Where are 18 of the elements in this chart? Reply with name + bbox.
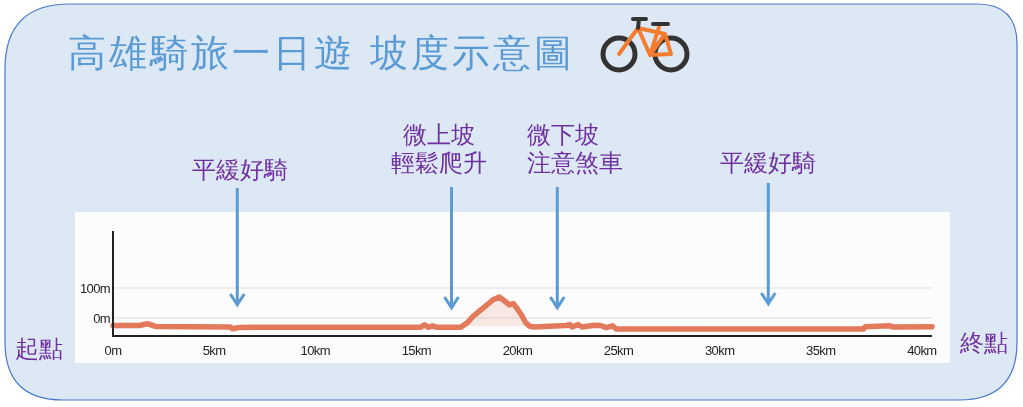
x-tick-label: 10km [300, 343, 330, 358]
x-tick-label: 30km [704, 343, 735, 358]
x-tick-label: 5km [202, 343, 226, 358]
y-tick-label: 0m [93, 310, 110, 326]
x-tick-label: 35km [806, 343, 836, 358]
annotation: 平緩好騎 [191, 156, 288, 184]
annotation: 微上坡輕鬆爬升 [391, 121, 487, 177]
x-tick-label: 25km [603, 343, 634, 358]
annotation: 起點 [15, 335, 63, 363]
y-tick-label: 100m [79, 280, 110, 296]
x-tick-label: 0m [104, 343, 122, 358]
x-tick-label: 15km [401, 343, 432, 358]
x-tick-label: 40km [907, 343, 937, 358]
title: 高雄騎旅一日遊 坡度示意圖 [68, 31, 576, 75]
annotation: 平緩好騎 [720, 149, 817, 177]
annotation: 終點 [960, 329, 1008, 357]
annotation: 微下坡注意煞車 [527, 121, 624, 177]
x-tick-label: 20km [502, 343, 533, 358]
